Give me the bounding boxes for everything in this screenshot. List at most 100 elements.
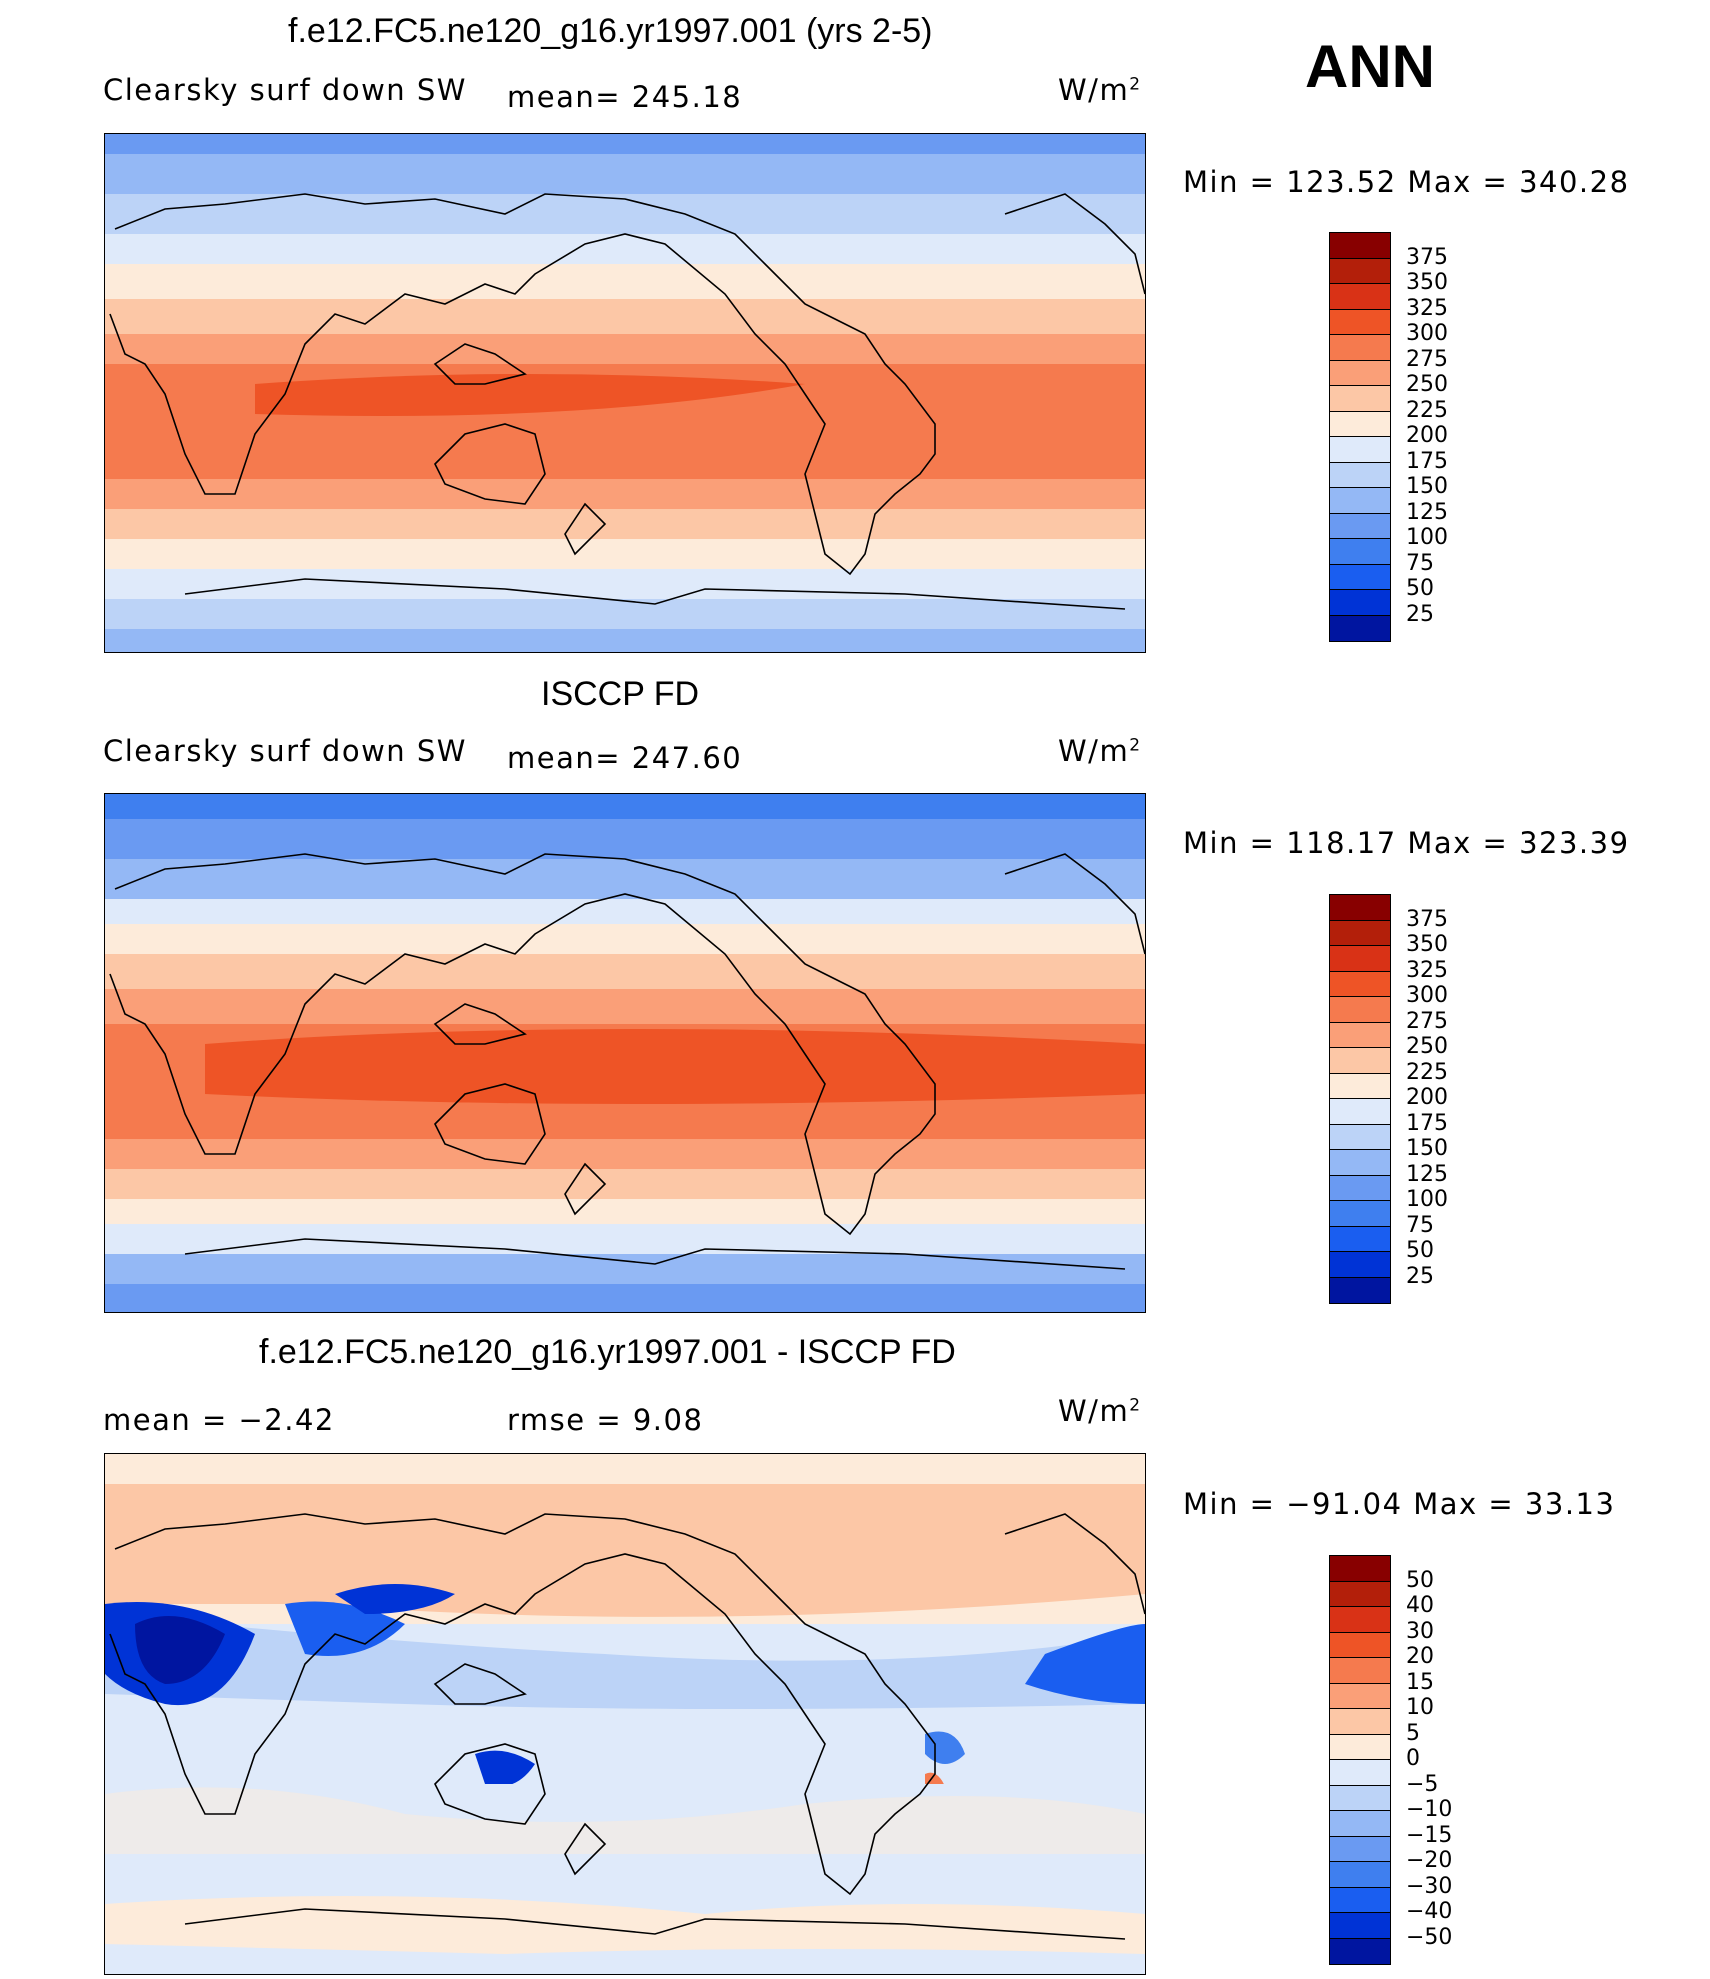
- colorbar-box: [1330, 1277, 1390, 1303]
- colorbar-tick-label: 50: [1406, 1567, 1434, 1593]
- colorbar-box: [1330, 564, 1390, 590]
- colorbar-tick-label: 375: [1406, 244, 1448, 270]
- colorbar-box: [1330, 1556, 1390, 1582]
- colorbar-tick-label: 50: [1406, 1238, 1434, 1263]
- colorbar-box: [1330, 1709, 1390, 1735]
- panel3-colorbar: [1329, 1555, 1391, 1965]
- colorbar-box: [1330, 1811, 1390, 1837]
- colorbar-tick-label: 25: [1406, 601, 1434, 627]
- colorbar-box: [1330, 1099, 1390, 1125]
- colorbar-box: [1330, 895, 1390, 921]
- colorbar-tick-label: 50: [1406, 576, 1434, 601]
- colorbar-tick-label: −50: [1406, 1924, 1453, 1950]
- panel2-minmax: Min = 118.17 Max = 323.39: [1183, 826, 1630, 860]
- panel1-title: f.e12.FC5.ne120_g16.yr1997.001 (yrs 2-5): [288, 12, 933, 50]
- colorbar-tick-label: 350: [1406, 270, 1448, 295]
- colorbar-tick-label: 75: [1406, 1212, 1434, 1238]
- colorbar-tick-label: 325: [1406, 957, 1448, 983]
- colorbar-box: [1330, 920, 1390, 946]
- colorbar-tick-label: 200: [1406, 423, 1448, 448]
- colorbar-box: [1330, 1226, 1390, 1252]
- colorbar-tick-label: 125: [1406, 499, 1448, 525]
- colorbar-tick-label: 40: [1406, 1593, 1434, 1618]
- panel3-units: W/m2: [1058, 1394, 1142, 1428]
- colorbar-box: [1330, 1938, 1390, 1964]
- colorbar-box: [1330, 590, 1390, 616]
- colorbar-tick-label: 30: [1406, 1618, 1434, 1644]
- colorbar-tick-label: 250: [1406, 372, 1448, 397]
- panel3-mean: mean = −2.42: [103, 1403, 335, 1437]
- colorbar-box: [1330, 437, 1390, 463]
- panel1-units: W/m2: [1058, 73, 1142, 107]
- panel2-colorbar: [1329, 894, 1391, 1304]
- panel2-units: W/m2: [1058, 734, 1142, 768]
- colorbar-box: [1330, 1252, 1390, 1278]
- panel1-colorbar: [1329, 232, 1391, 642]
- colorbar-tick-label: 25: [1406, 1263, 1434, 1289]
- season-label: ANN: [1305, 33, 1435, 100]
- panel2-mean: mean= 247.60: [507, 741, 743, 775]
- panel3-title: f.e12.FC5.ne120_g16.yr1997.001 - ISCCP F…: [259, 1333, 956, 1371]
- colorbar-tick-label: 150: [1406, 1136, 1448, 1161]
- panel1-mean: mean= 245.18: [507, 80, 743, 114]
- colorbar-tick-label: 125: [1406, 1161, 1448, 1187]
- colorbar-box: [1330, 1683, 1390, 1709]
- colorbar-tick-label: 100: [1406, 525, 1448, 550]
- colorbar-tick-label: 100: [1406, 1187, 1448, 1212]
- colorbar-tick-label: 10: [1406, 1695, 1434, 1720]
- colorbar-box: [1330, 1632, 1390, 1658]
- colorbar-tick-label: 225: [1406, 1059, 1448, 1085]
- colorbar-box: [1330, 462, 1390, 488]
- colorbar-tick-label: 300: [1406, 983, 1448, 1008]
- panel1-map: [104, 133, 1146, 653]
- colorbar-box: [1330, 1175, 1390, 1201]
- colorbar-tick-label: 15: [1406, 1669, 1434, 1695]
- colorbar-box: [1330, 1124, 1390, 1150]
- colorbar-box: [1330, 1760, 1390, 1786]
- colorbar-tick-label: 20: [1406, 1644, 1434, 1669]
- colorbar-box: [1330, 1607, 1390, 1633]
- colorbar-box: [1330, 513, 1390, 539]
- colorbar-tick-label: −30: [1406, 1873, 1453, 1899]
- panel1-variable: Clearsky surf down SW: [103, 73, 467, 107]
- colorbar-tick-label: 150: [1406, 474, 1448, 499]
- panel3-minmax: Min = −91.04 Max = 33.13: [1183, 1487, 1616, 1521]
- colorbar-tick-label: 200: [1406, 1085, 1448, 1110]
- colorbar-box: [1330, 1048, 1390, 1074]
- colorbar-box: [1330, 258, 1390, 284]
- colorbar-tick-label: −5: [1406, 1771, 1439, 1797]
- colorbar-tick-label: 350: [1406, 932, 1448, 957]
- colorbar-box: [1330, 1862, 1390, 1888]
- colorbar-box: [1330, 971, 1390, 997]
- panel3-map: [104, 1453, 1146, 1975]
- colorbar-box: [1330, 1887, 1390, 1913]
- colorbar-box: [1330, 1581, 1390, 1607]
- colorbar-tick-label: 0: [1406, 1746, 1420, 1771]
- panel2-title: ISCCP FD: [541, 675, 700, 713]
- colorbar-box: [1330, 1150, 1390, 1176]
- colorbar-box: [1330, 1785, 1390, 1811]
- colorbar-box: [1330, 335, 1390, 361]
- colorbar-box: [1330, 411, 1390, 437]
- colorbar-box: [1330, 997, 1390, 1023]
- colorbar-tick-label: 5: [1406, 1720, 1420, 1746]
- colorbar-box: [1330, 1201, 1390, 1227]
- colorbar-tick-label: 175: [1406, 1110, 1448, 1136]
- colorbar-box: [1330, 1658, 1390, 1684]
- colorbar-tick-label: −15: [1406, 1822, 1453, 1848]
- colorbar-box: [1330, 615, 1390, 641]
- panel2-map: [104, 793, 1146, 1313]
- colorbar-box: [1330, 284, 1390, 310]
- colorbar-tick-label: 75: [1406, 550, 1434, 576]
- colorbar-tick-label: 250: [1406, 1034, 1448, 1059]
- colorbar-box: [1330, 539, 1390, 565]
- colorbar-tick-label: 225: [1406, 397, 1448, 423]
- panel2-variable: Clearsky surf down SW: [103, 734, 467, 768]
- colorbar-box: [1330, 1734, 1390, 1760]
- colorbar-tick-label: −40: [1406, 1899, 1453, 1924]
- panel3-rmse: rmse = 9.08: [507, 1403, 704, 1437]
- panel1-minmax: Min = 123.52 Max = 340.28: [1183, 165, 1630, 199]
- colorbar-box: [1330, 1913, 1390, 1939]
- colorbar-tick-label: 175: [1406, 448, 1448, 474]
- colorbar-tick-label: 325: [1406, 295, 1448, 321]
